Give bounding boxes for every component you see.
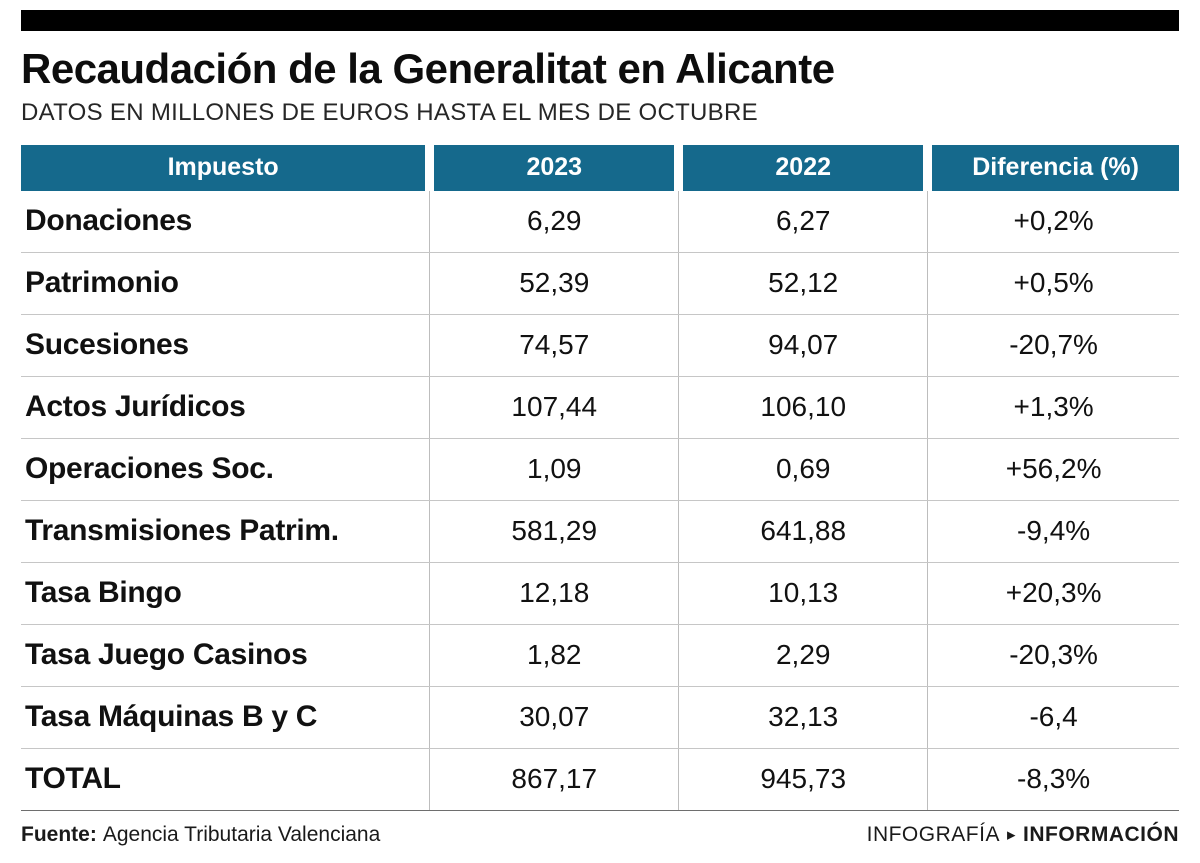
footer: Fuente: Agencia Tributaria Valenciana INF… — [21, 823, 1179, 847]
tax-table: Impuesto 2023 2022 Diferencia (%) Donaci… — [21, 145, 1179, 812]
table-row: Sucesiones 74,57 94,07 -20,7% — [21, 314, 1179, 378]
tax-name-cell: Sucesiones — [21, 314, 430, 378]
tax-name-cell: Transmisiones Patrim. — [21, 500, 430, 564]
table-row: Tasa Juego Casinos 1,82 2,29 -20,3% — [21, 624, 1179, 688]
table-row: Patrimonio 52,39 52,12 +0,5% — [21, 252, 1179, 316]
table-body: Donaciones 6,29 6,27 +0,2% Patrimonio 52… — [21, 191, 1179, 812]
column-header-2023: 2023 — [425, 145, 679, 192]
value-2023-cell: 107,44 — [429, 376, 679, 440]
tax-name-cell: Tasa Máquinas B y C — [21, 686, 430, 750]
value-2022-cell: 2,29 — [678, 624, 928, 688]
value-2023-cell: 12,18 — [429, 562, 679, 626]
value-2022-cell: 52,12 — [678, 252, 928, 316]
table-row: Tasa Máquinas B y C 30,07 32,13 -6,4 — [21, 686, 1179, 750]
value-2023-cell: 581,29 — [429, 500, 679, 564]
value-2022-cell: 0,69 — [678, 438, 928, 502]
value-2022-cell: 32,13 — [678, 686, 928, 750]
table-row: Operaciones Soc. 1,09 0,69 +56,2% — [21, 438, 1179, 502]
tax-name-cell: Tasa Juego Casinos — [21, 624, 430, 688]
page-title: Recaudación de la Generalitat en Alicant… — [21, 45, 835, 92]
table-row: Donaciones 6,29 6,27 +0,2% — [21, 191, 1179, 254]
tax-name-cell: Tasa Bingo — [21, 562, 430, 626]
value-2023-cell: 30,07 — [429, 686, 679, 750]
column-header-diferencia: Diferencia (%) — [923, 145, 1179, 192]
top-rule — [21, 10, 1179, 31]
value-2023-cell: 867,17 — [429, 748, 679, 812]
tax-name-cell: TOTAL — [21, 748, 430, 812]
value-2022-cell: 6,27 — [678, 191, 928, 254]
table-row: TOTAL 867,17 945,73 -8,3% — [21, 748, 1179, 812]
column-header-2022: 2022 — [674, 145, 928, 192]
diff-cell: -6,4 — [927, 686, 1179, 750]
source-name: Agencia Tributaria Valenciana — [102, 823, 381, 847]
credit-informacion: INFORMACIÓN — [1023, 823, 1179, 847]
tax-name-cell: Actos Jurídicos — [21, 376, 430, 440]
table-header-row: Impuesto 2023 2022 Diferencia (%) — [21, 145, 1179, 192]
value-2023-cell: 1,09 — [429, 438, 679, 502]
diff-cell: +20,3% — [927, 562, 1179, 626]
value-2022-cell: 945,73 — [678, 748, 928, 812]
tax-name-cell: Operaciones Soc. — [21, 438, 430, 502]
diff-cell: +56,2% — [927, 438, 1179, 502]
diff-cell: -20,7% — [927, 314, 1179, 378]
credit-infografia: INFOGRAFÍA — [866, 823, 1000, 847]
column-header-impuesto: Impuesto — [21, 145, 430, 192]
arrow-icon: ▸ — [1006, 825, 1016, 845]
tax-name-cell: Donaciones — [21, 191, 430, 254]
value-2022-cell: 94,07 — [678, 314, 928, 378]
diff-cell: -8,3% — [927, 748, 1179, 812]
credit: INFOGRAFÍA ▸ INFORMACIÓN — [867, 823, 1179, 847]
diff-cell: -20,3% — [927, 624, 1179, 688]
value-2022-cell: 10,13 — [678, 562, 928, 626]
source-label: Fuente: — [21, 823, 97, 847]
tax-name-cell: Patrimonio — [21, 252, 430, 316]
diff-cell: +0,5% — [927, 252, 1179, 316]
diff-cell: +0,2% — [927, 191, 1179, 254]
page-subtitle: DATOS EN MILLONES DE EUROS HASTA EL MES … — [21, 99, 758, 127]
value-2023-cell: 74,57 — [429, 314, 679, 378]
table-row: Actos Jurídicos 107,44 106,10 +1,3% — [21, 376, 1179, 440]
value-2023-cell: 52,39 — [429, 252, 679, 316]
value-2023-cell: 1,82 — [429, 624, 679, 688]
table-row: Transmisiones Patrim. 581,29 641,88 -9,4… — [21, 500, 1179, 564]
source: Fuente: Agencia Tributaria Valenciana — [21, 823, 380, 847]
value-2022-cell: 641,88 — [678, 500, 928, 564]
diff-cell: -9,4% — [927, 500, 1179, 564]
diff-cell: +1,3% — [927, 376, 1179, 440]
table-row: Tasa Bingo 12,18 10,13 +20,3% — [21, 562, 1179, 626]
value-2022-cell: 106,10 — [678, 376, 928, 440]
value-2023-cell: 6,29 — [429, 191, 679, 254]
